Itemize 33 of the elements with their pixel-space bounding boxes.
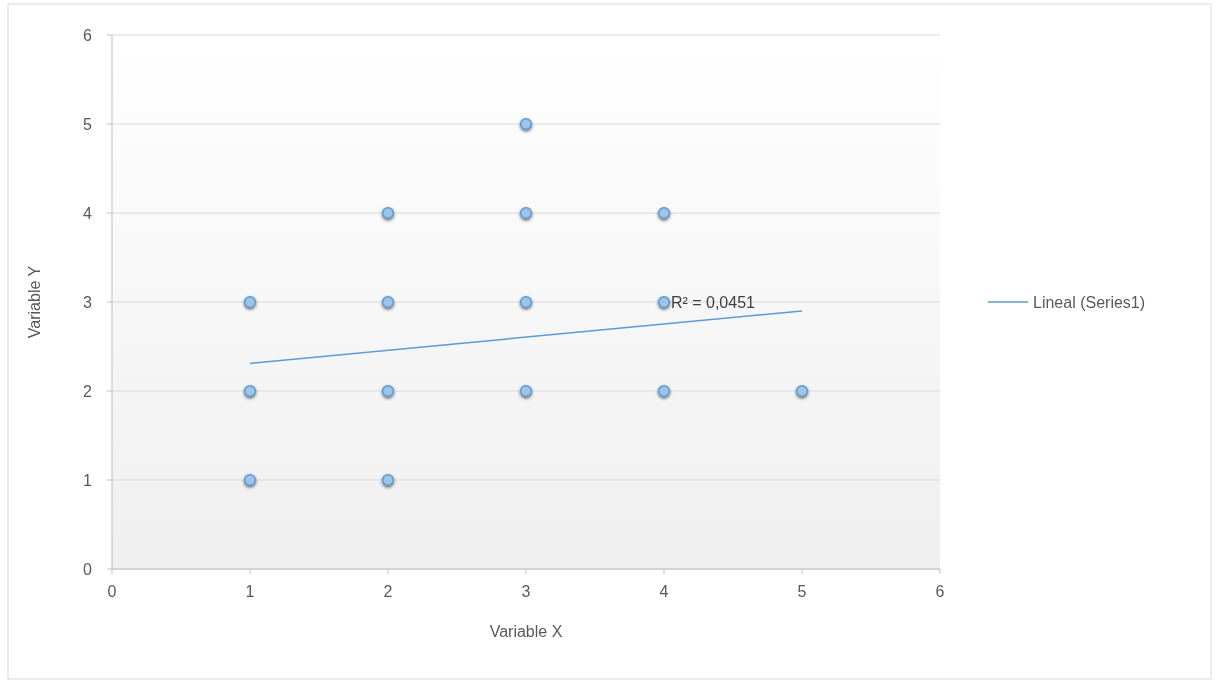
x-tick-label: 5	[797, 583, 807, 600]
y-tick-label: 3	[83, 294, 93, 311]
point	[519, 384, 533, 398]
point	[657, 295, 671, 309]
x-tick-label: 4	[659, 583, 669, 600]
point	[243, 473, 257, 487]
point	[381, 473, 395, 487]
point	[243, 384, 257, 398]
y-axis-title: Variable Y	[26, 265, 43, 339]
point	[519, 295, 533, 309]
y-tick-label: 1	[83, 472, 93, 489]
point	[381, 295, 395, 309]
y-tick-label: 2	[83, 383, 93, 400]
y-tick-label: 0	[83, 561, 93, 578]
y-tick-label: 4	[83, 205, 93, 222]
point	[519, 206, 533, 220]
x-tick-label: 0	[107, 583, 117, 600]
y-tick-label: 6	[83, 27, 93, 44]
point	[657, 206, 671, 220]
point	[381, 384, 395, 398]
legend-label: Lineal (Series1)	[1033, 294, 1146, 311]
x-axis-title: Variable X	[489, 623, 563, 640]
point	[381, 206, 395, 220]
y-tick-label: 5	[83, 116, 93, 133]
x-tick-label: 1	[245, 583, 255, 600]
x-tick-label: 6	[935, 583, 945, 600]
point	[657, 384, 671, 398]
x-tick-label: 3	[521, 583, 531, 600]
x-tick-label: 2	[383, 583, 393, 600]
annotation: R² = 0,0451	[670, 294, 756, 311]
point	[519, 117, 533, 131]
point	[795, 384, 809, 398]
point	[243, 295, 257, 309]
